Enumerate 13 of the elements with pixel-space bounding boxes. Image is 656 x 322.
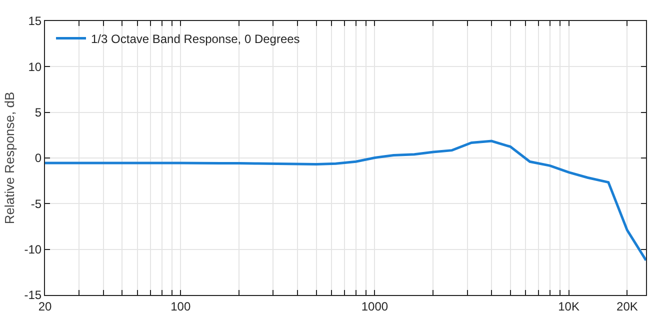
x-tick-label: 10K	[558, 299, 580, 314]
legend-label: 1/3 Octave Band Response, 0 Degrees	[91, 32, 300, 46]
y-tick-label: 10	[28, 60, 42, 74]
line-series	[45, 140, 646, 262]
x-tick-label: 1000	[361, 299, 388, 314]
y-tick-label: 5	[34, 106, 42, 120]
y-tick-label: 15	[28, 14, 42, 28]
x-tick-label: 100	[170, 299, 191, 314]
y-axis-title: Relative Response, dB	[2, 92, 18, 224]
y-tick-label: -10	[24, 242, 42, 257]
y-tick-label: 0	[34, 151, 42, 166]
y-tick-label: -5	[30, 196, 42, 211]
x-tick-label: 20K	[616, 299, 638, 314]
